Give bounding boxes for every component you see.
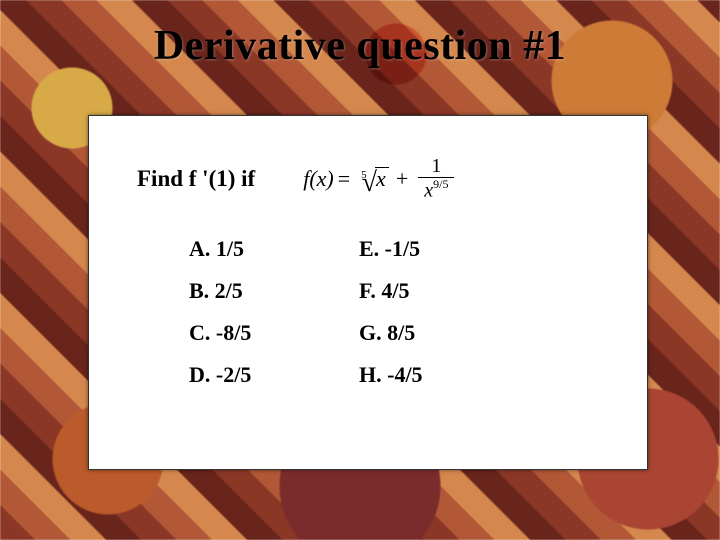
equals-sign: = <box>338 166 350 192</box>
options-grid: A. 1/5 E. -1/5 B. 2/5 F. 4/5 C. -8/5 G. … <box>129 236 617 388</box>
radical: 5 √ x <box>356 167 389 190</box>
fraction: 1 x9/5 <box>418 156 454 202</box>
prompt-text: Find f '(1) if <box>137 166 255 192</box>
fraction-numerator: 1 <box>423 156 449 177</box>
option-c[interactable]: C. -8/5 <box>189 320 349 346</box>
fraction-den-base: x <box>424 180 433 202</box>
option-e[interactable]: E. -1/5 <box>359 236 519 262</box>
prompt-row: Find f '(1) if f(x) = 5 √ x + 1 x9/5 <box>129 156 617 202</box>
formula-paren-open: ( <box>309 166 316 192</box>
formula-paren-close: ) <box>326 166 333 192</box>
question-panel: Find f '(1) if f(x) = 5 √ x + 1 x9/5 A. … <box>88 115 648 470</box>
option-d[interactable]: D. -2/5 <box>189 362 349 388</box>
fraction-den-exp: 9/5 <box>433 177 448 191</box>
formula: f(x) = 5 √ x + 1 x9/5 <box>303 156 454 202</box>
fraction-denominator: x9/5 <box>418 177 454 202</box>
option-b[interactable]: B. 2/5 <box>189 278 349 304</box>
option-g[interactable]: G. 8/5 <box>359 320 519 346</box>
slide-title: Derivative question #1 <box>0 22 720 70</box>
formula-arg: x <box>317 166 327 192</box>
radical-arg: x <box>375 167 389 190</box>
option-f[interactable]: F. 4/5 <box>359 278 519 304</box>
plus-sign: + <box>396 166 408 192</box>
option-a[interactable]: A. 1/5 <box>189 236 349 262</box>
radical-symbol: √ <box>362 173 377 193</box>
option-h[interactable]: H. -4/5 <box>359 362 519 388</box>
